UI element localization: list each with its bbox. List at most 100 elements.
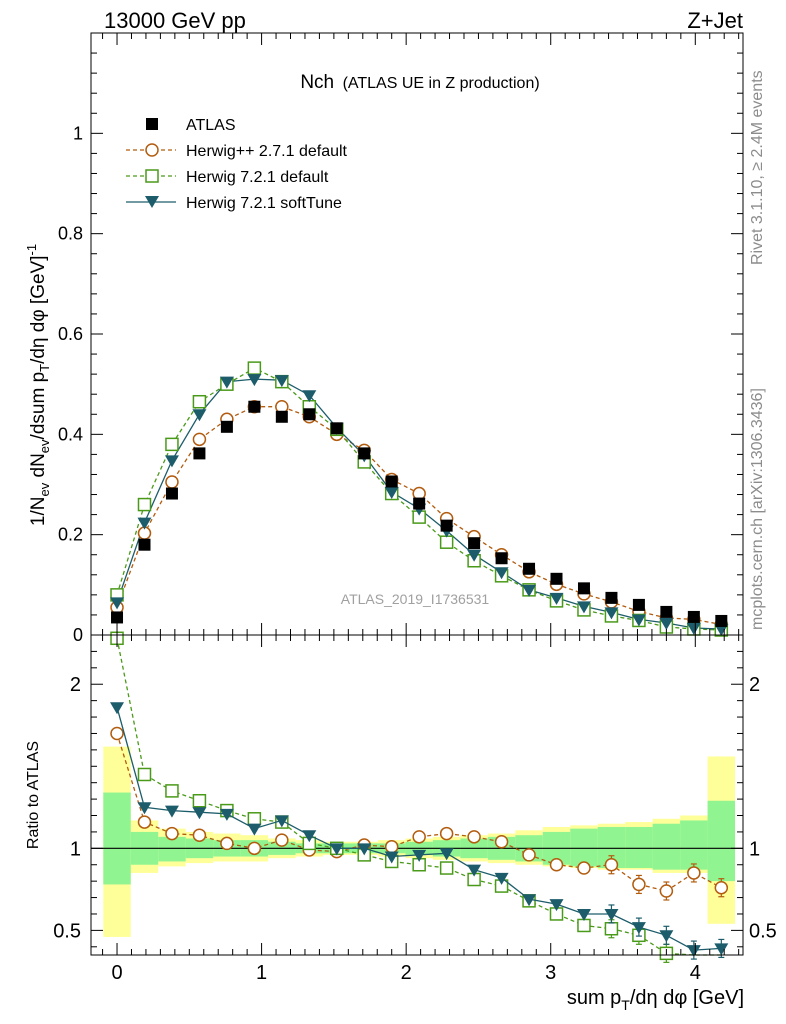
upper-point-atlas: [220, 420, 233, 433]
ratio-point-herwig-2-7-1-default: [275, 833, 289, 847]
ratio-line-herwig-2-7-1-default: [116, 733, 722, 892]
ratio-point-herwig-7-2-1-softtune: [302, 830, 317, 843]
ratio-point-herwig-2-7-1-default: [165, 826, 179, 841]
x-title-sub: T: [621, 997, 630, 1013]
ratio-point-herwig-2-7-1-default: [412, 830, 426, 844]
ratio-point-herwig-2-7-1-default: [137, 815, 152, 829]
upper-point-herwig-7-2-1-softtune: [631, 614, 646, 627]
ratio-point-herwig-7-2-1-softtune: [412, 849, 427, 862]
lower-y-tick-label-left: 0.5: [53, 920, 81, 942]
y-title-part: dN: [28, 453, 49, 483]
upper-point-atlas: [523, 562, 536, 575]
ratio-point-herwig-7-2-1-softtune: [522, 894, 537, 907]
ratio-point-herwig-2-7-1-default: [577, 861, 591, 875]
ratio-point-herwig-7-2-1-softtune: [494, 872, 509, 885]
upper-point-atlas: [358, 447, 371, 460]
lower-y-tick-label-right: 1: [749, 838, 760, 860]
mcplots-label: mcplots.cern.ch [arXiv:1306.3436]: [749, 388, 766, 630]
upper-point-atlas: [632, 598, 645, 611]
ratio-band-inner: [680, 820, 708, 870]
ratio-band-inner: [570, 828, 598, 867]
upper-point-herwig-7-2-1-softtune: [494, 567, 509, 580]
ratio-point-herwig-7-2-1-softtune: [137, 802, 152, 815]
ratio-point-herwig-2-7-1-default: [522, 848, 536, 862]
upper-point-herwig-7-2-1-softtune: [137, 517, 152, 530]
lower-y-axis-title: Ratio to ATLAS: [25, 741, 42, 849]
ratio-point-herwig-7-2-1-default: [192, 793, 207, 808]
plot-title: Nch (ATLAS UE in Z production): [300, 72, 539, 93]
x-tick-label: 4: [690, 962, 701, 984]
upper-point-herwig-7-2-1-softtune: [659, 617, 674, 630]
ratio-point-herwig-2-7-1-default: [604, 857, 619, 872]
ratio-point-herwig-2-7-1-default: [714, 880, 729, 895]
upper-y-tick-label: 0.8: [58, 224, 83, 244]
y-title-part: /dsum p: [28, 372, 49, 440]
ratio-band-inner: [625, 827, 653, 869]
legend-marker-softtune: [145, 196, 159, 208]
ratio-point-herwig-7-2-1-softtune: [357, 843, 372, 856]
ratio-point-herwig-7-2-1-default: [165, 784, 179, 798]
ratio-point-herwig-7-2-1-softtune: [219, 808, 234, 821]
lower-y-tick-label-left: 1: [70, 838, 81, 860]
upper-point-atlas: [660, 605, 673, 618]
x-title-part: /dη dφ [GeV]: [630, 987, 744, 1009]
x-tick-label: 3: [545, 962, 556, 984]
upper-panel: 0 0.2 0.4 0.6 0.8 1: [58, 32, 744, 645]
upper-y-tick-label: 1: [73, 123, 83, 143]
ratio-point-herwig-7-2-1-softtune: [659, 930, 674, 943]
upper-point-herwig-7-2-1-softtune: [549, 592, 564, 605]
upper-point-atlas: [330, 422, 343, 435]
ratio-point-herwig-7-2-1-default: [439, 861, 454, 875]
upper-y-tick-label: 0.4: [58, 424, 83, 444]
legend-label-softtune: Herwig 7.2.1 softTune: [186, 195, 342, 212]
ratio-point-herwig-7-2-1-softtune: [714, 943, 729, 956]
rivet-label: Rivet 3.1.10, ≥ 2.4M events: [749, 70, 766, 265]
ratio-point-herwig-7-2-1-softtune: [164, 805, 179, 818]
upper-point-herwig-7-2-1-softtune: [302, 390, 317, 403]
upper-point-herwig-7-2-1-softtune: [467, 549, 482, 562]
upper-point-herwig-7-2-1-softtune: [384, 487, 399, 500]
upper-point-atlas: [605, 591, 618, 604]
y-title-part: 1/N: [28, 497, 49, 527]
ratio-point-herwig-7-2-1-softtune: [384, 851, 399, 864]
upper-point-herwig-7-2-1-softtune: [576, 601, 591, 614]
x-title-part: sum p: [567, 987, 621, 1009]
y-title-sub: T: [37, 364, 52, 372]
upper-point-atlas: [468, 537, 481, 550]
upper-point-herwig-7-2-1-default: [165, 437, 179, 452]
ratio-point-herwig-7-2-1-default: [577, 918, 591, 933]
ratio-point-herwig-2-7-1-default: [384, 839, 399, 854]
x-tick-label: 2: [401, 962, 412, 984]
lower-y-tick-label-left: 2: [70, 674, 81, 696]
y-title-sub: ev: [37, 482, 52, 496]
upper-y-tick-label: 0: [73, 625, 83, 645]
lower-frame: [90, 634, 744, 956]
upper-point-atlas: [385, 475, 398, 488]
upper-point-atlas: [111, 611, 124, 624]
legend: ATLAS Herwig++ 2.7.1 default Herwig 7.2.…: [126, 117, 348, 212]
upper-point-atlas: [303, 408, 316, 421]
x-tick-label: 1: [256, 962, 267, 984]
ratio-point-herwig-2-7-1-default: [247, 841, 262, 856]
plot-title-sub: (ATLAS UE in Z production): [343, 75, 540, 92]
ratio-band-inner: [652, 823, 681, 870]
upper-point-atlas: [687, 610, 700, 623]
lower-panel: 0.5 0.5 1 1 2 2 0 1 2 3 4: [53, 33, 777, 984]
ratio-point-herwig-2-7-1-default: [220, 836, 234, 851]
ratio-point-herwig-2-7-1-default: [439, 826, 454, 841]
y-title-part: /dη dφ [GeV]: [28, 255, 49, 363]
legend-label-herwigpp: Herwig++ 2.7.1 default: [186, 143, 348, 160]
upper-point-herwig-2-7-1-default: [192, 432, 207, 447]
ratio-point-herwig-2-7-1-default: [494, 835, 509, 849]
ratio-point-herwig-2-7-1-default: [687, 866, 701, 880]
ratio-point-herwig-7-2-1-softtune: [439, 848, 454, 861]
ratio-point-herwig-7-2-1-softtune: [549, 899, 564, 912]
ratio-point-herwig-2-7-1-default: [659, 884, 674, 898]
upper-point-atlas: [193, 447, 206, 460]
ratio-line-herwig-7-2-1-default: [116, 638, 722, 956]
upper-point-atlas: [495, 552, 508, 565]
header-right: Z+Jet: [687, 8, 743, 33]
lower-y-tick-label-right: 2: [749, 674, 760, 696]
ratio-point-herwig-7-2-1-default: [247, 812, 262, 826]
ratio-point-herwig-7-2-1-softtune: [192, 807, 207, 820]
